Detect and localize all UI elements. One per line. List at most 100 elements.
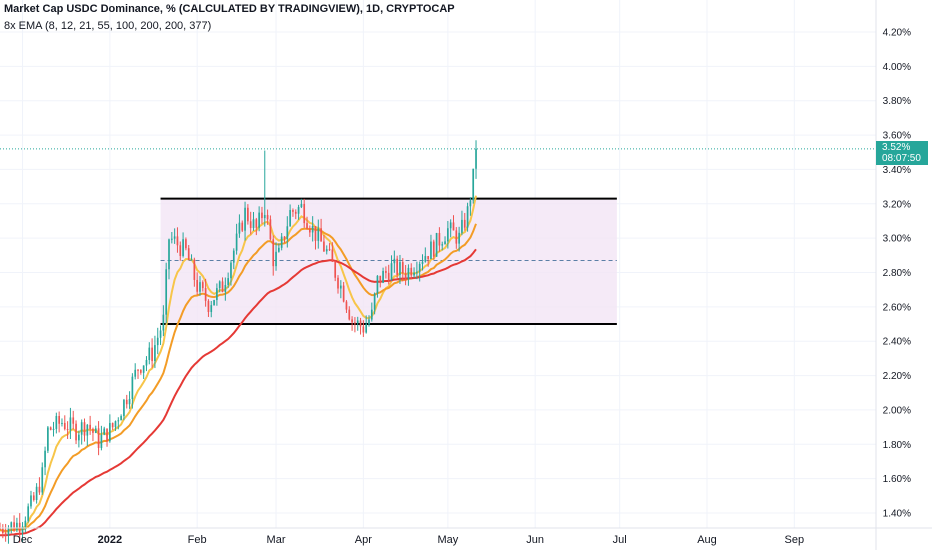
candle-down: [455, 227, 458, 249]
candle-up: [142, 365, 145, 380]
candle-down: [75, 420, 77, 445]
candle-down: [255, 217, 258, 236]
candle-down: [320, 218, 322, 242]
candle-up: [263, 150, 266, 227]
candle-down: [283, 236, 286, 243]
candle-body: [97, 428, 100, 448]
candle-down: [193, 257, 196, 287]
price-tick-label: 1.40%: [883, 509, 911, 520]
candle-down: [207, 299, 210, 317]
candle-body: [404, 273, 407, 280]
candle-body: [196, 279, 199, 292]
candle-body: [303, 203, 306, 224]
candle-body: [447, 228, 449, 242]
candle-down: [32, 492, 35, 502]
candle-up: [156, 327, 159, 355]
candle-body: [365, 324, 368, 333]
candle-down: [323, 235, 325, 252]
time-axis[interactable]: Dec 2022 Feb Mar Apr May Jun Jul Aug Sep: [0, 527, 932, 546]
candle-body: [75, 423, 77, 441]
candle-up: [216, 283, 218, 306]
candle-body: [117, 420, 120, 422]
price-tick-label: 1.80%: [883, 440, 911, 451]
candle-body: [218, 281, 221, 289]
candle-up: [325, 245, 328, 255]
candle-body: [449, 222, 452, 229]
candle-body: [27, 506, 30, 521]
chart-title: Market Cap USDC Dominance, % (CALCULATED…: [4, 3, 455, 15]
candle-body: [139, 369, 142, 373]
candle-body: [72, 417, 75, 424]
candle-body: [266, 214, 269, 220]
candle-down: [83, 418, 86, 442]
candle-body: [7, 528, 10, 536]
candle-body: [109, 423, 111, 442]
candle-down: [345, 300, 348, 314]
candle-body: [41, 467, 44, 493]
candle-down: [379, 275, 382, 288]
candle-body: [275, 251, 277, 267]
candle-body: [247, 207, 249, 222]
candle-down: [261, 206, 263, 224]
candle-down: [337, 275, 339, 294]
price-axis[interactable]: 1.40% 1.60% 1.80% 2.00% 2.20% 2.40% 2.60% 2.80%…: [875, 0, 911, 550]
candle-up: [311, 216, 314, 242]
candle-body: [120, 416, 122, 421]
candle-up: [128, 391, 131, 409]
candle-down: [125, 394, 128, 409]
candle-up: [21, 522, 24, 543]
candle-body: [323, 241, 325, 252]
candle-body: [455, 230, 458, 244]
candle-body: [227, 278, 229, 285]
time-tick-label: Jul: [613, 534, 627, 546]
candle-up: [61, 418, 63, 427]
candle-up: [244, 201, 246, 241]
candle-down: [187, 244, 190, 261]
candle-body: [438, 233, 441, 246]
candle-body: [252, 219, 255, 228]
time-tick-label: Jun: [526, 534, 544, 546]
candle-body: [24, 520, 27, 527]
candle-up: [55, 412, 58, 434]
candle-body: [427, 256, 429, 260]
candle-down: [438, 227, 441, 252]
time-tick-label: Aug: [697, 534, 717, 546]
candle-body: [345, 301, 348, 310]
candle-down: [387, 264, 390, 285]
candle-down: [306, 216, 308, 230]
candle-up: [286, 216, 289, 248]
candle-body: [289, 210, 291, 227]
candle-up: [317, 219, 320, 249]
candle-body: [258, 212, 260, 228]
candle-body: [334, 261, 337, 278]
candle-body: [418, 263, 421, 272]
candle-body: [387, 272, 390, 281]
candle-body: [461, 219, 463, 233]
candle-up: [376, 275, 379, 298]
candle-down: [66, 421, 69, 439]
indicator-legend[interactable]: 8x EMA (8, 12, 21, 55, 100, 200, 200, 37…: [4, 20, 212, 32]
candle-body: [52, 428, 55, 430]
candle-body: [142, 365, 145, 373]
candle-down: [4, 523, 7, 542]
candle-down: [410, 263, 413, 280]
candle-body: [421, 261, 424, 264]
candle-up: [134, 363, 137, 380]
candle-body: [61, 422, 63, 424]
candle-body: [328, 249, 331, 251]
candle-body: [151, 347, 153, 362]
candle-body: [106, 428, 108, 442]
candle-down: [0, 522, 1, 530]
candle-body: [238, 222, 241, 234]
candle-body: [348, 309, 351, 320]
candle-body: [373, 293, 376, 310]
candle-body: [94, 428, 97, 433]
candle-body: [148, 347, 151, 360]
candle-down: [303, 198, 306, 228]
candle-down: [401, 258, 404, 282]
range-channel: [160, 197, 617, 326]
candle-down: [204, 278, 207, 307]
candle-up: [131, 373, 134, 409]
candle-up: [168, 238, 170, 280]
